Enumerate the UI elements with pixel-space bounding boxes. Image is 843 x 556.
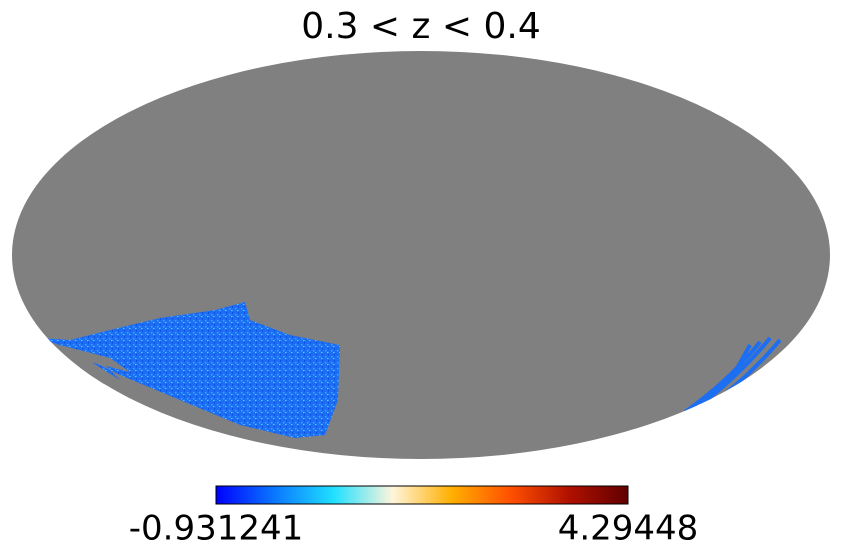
chart-title: 0.3 < z < 0.4 [301,6,541,47]
survey-patch [40,302,340,438]
data-region [40,302,782,438]
mask-hole [60,345,130,385]
colorbar-min-label: -0.931241 [129,509,304,549]
colorbar-max-label: 4.29448 [558,509,699,549]
colorbar [215,485,629,505]
